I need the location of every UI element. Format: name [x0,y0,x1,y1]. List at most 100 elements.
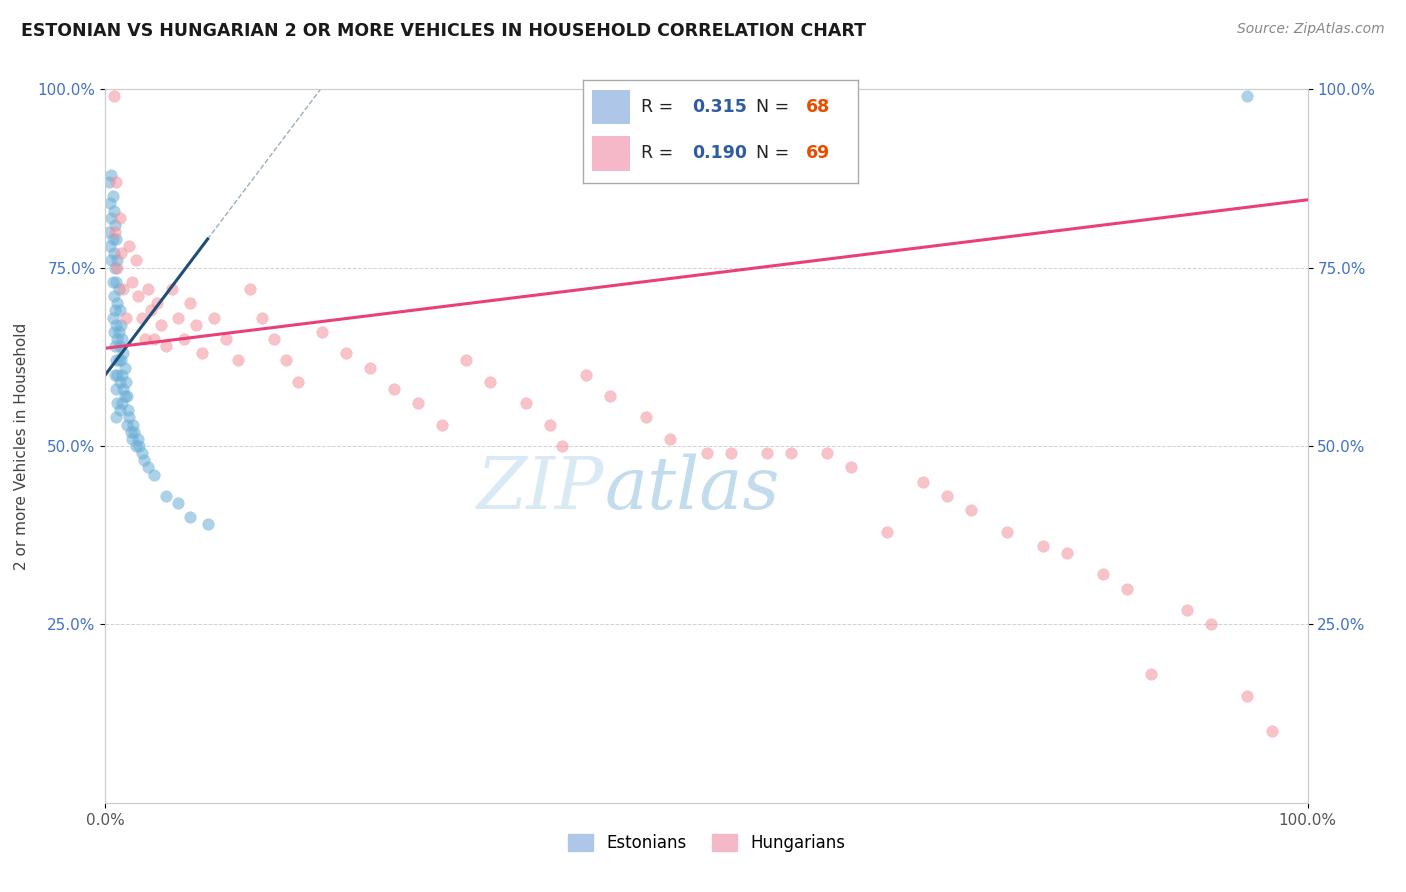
Point [214,332,236,346]
Text: R =: R = [641,145,679,162]
Point [112,382,135,396]
Text: ZIP: ZIP [477,453,605,524]
Point [107,260,129,275]
Point [146,296,169,310]
Point [1140,667,1163,681]
Point [107,296,129,310]
Point [149,318,172,332]
Point [104,260,127,275]
Point [107,396,129,410]
Point [128,439,150,453]
Point [103,325,125,339]
Point [636,410,658,425]
Point [105,353,128,368]
Text: atlas: atlas [605,453,780,524]
Point [287,375,309,389]
Point [114,389,136,403]
Point [107,325,129,339]
Point [120,425,142,439]
Point [111,332,134,346]
Point [115,310,138,325]
Point [117,403,139,417]
Point [104,339,127,353]
Point [107,332,129,346]
Point [98,239,121,253]
Point [430,417,453,432]
Point [406,396,429,410]
Point [101,275,124,289]
Point [107,368,129,382]
Bar [592,89,630,124]
Point [1175,603,1198,617]
Point [124,425,146,439]
Text: 0.190: 0.190 [692,145,747,162]
Point [575,368,598,382]
Point [104,368,127,382]
Point [190,346,212,360]
Point [121,275,143,289]
Point [1236,689,1258,703]
Point [382,382,405,396]
Point [115,389,138,403]
Point [131,446,153,460]
Point [136,460,159,475]
Point [184,318,207,332]
Point [197,517,219,532]
Point [359,360,381,375]
Point [104,218,127,232]
Point [131,310,153,325]
Point [124,439,146,453]
Text: ESTONIAN VS HUNGARIAN 2 OR MORE VEHICLES IN HOUSEHOLD CORRELATION CHART: ESTONIAN VS HUNGARIAN 2 OR MORE VEHICLES… [21,22,866,40]
Point [104,303,127,318]
Point [139,303,162,318]
Point [1236,89,1258,103]
Point [127,289,149,303]
Point [101,310,124,325]
Point [108,211,131,225]
Point [112,282,135,296]
Point [960,503,983,517]
Point [98,175,121,189]
Text: R =: R = [641,98,679,116]
Point [839,460,862,475]
Point [155,489,177,503]
Text: N =: N = [756,145,794,162]
Point [105,410,128,425]
Point [124,253,146,268]
Point [103,89,125,103]
Point [274,353,297,368]
Point [160,282,183,296]
Point [108,375,131,389]
Point [118,410,141,425]
Point [127,432,149,446]
Point [263,332,285,346]
Point [179,510,201,524]
Point [1116,582,1139,596]
Point [1201,617,1223,632]
Point [100,253,122,268]
Point [100,211,122,225]
Point [103,289,125,303]
Point [155,339,177,353]
Text: Source: ZipAtlas.com: Source: ZipAtlas.com [1237,22,1385,37]
Point [108,339,131,353]
Point [98,225,121,239]
Point [115,417,138,432]
Point [110,353,132,368]
Point [226,353,249,368]
Point [115,375,138,389]
Point [173,332,195,346]
Point [105,382,128,396]
Point [108,403,131,417]
Point [105,318,128,332]
Point [107,253,129,268]
Point [239,282,262,296]
Point [112,346,135,360]
Point [936,489,959,503]
Point [107,353,129,368]
Point [110,246,132,260]
Point [134,332,156,346]
Text: 0.315: 0.315 [692,98,747,116]
Legend: Estonians, Hungarians: Estonians, Hungarians [561,827,852,859]
Point [118,239,141,253]
